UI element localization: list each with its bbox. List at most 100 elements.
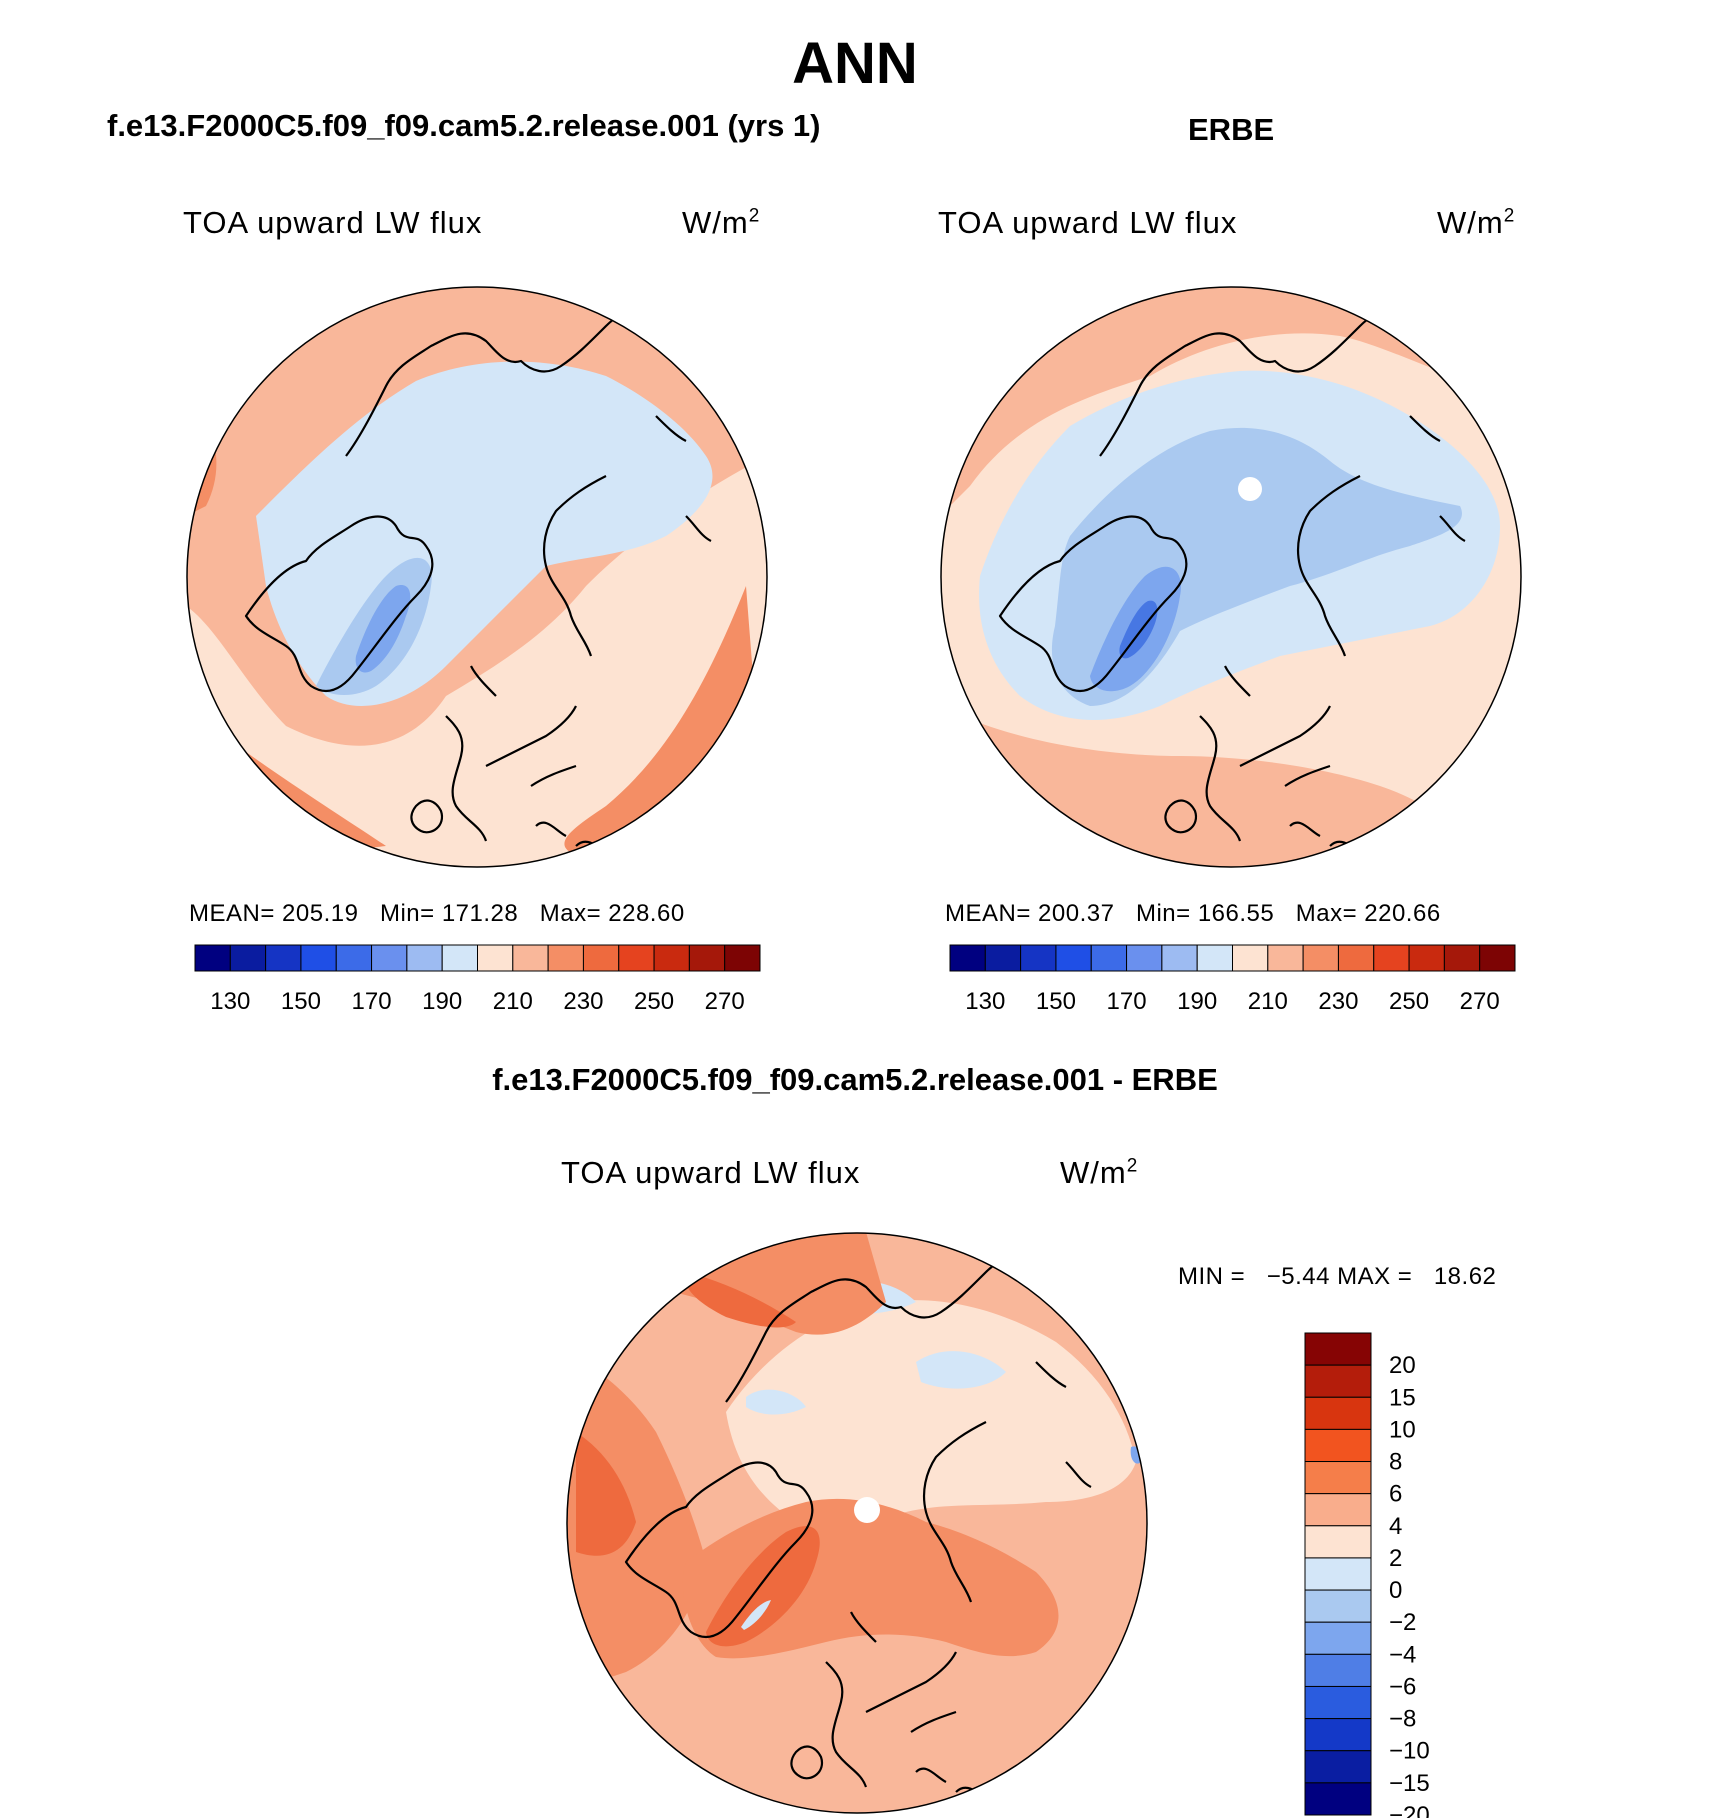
colorbar-1-tick-label: 250 bbox=[634, 988, 674, 1015]
panel-2-units: W/m2 bbox=[1437, 205, 1516, 240]
colorbar-1-swatch bbox=[335, 944, 373, 972]
panel-3-minmax: MIN = −5.44 MAX = 18.62 bbox=[1178, 1263, 1497, 1290]
colorbar-3-tick-label: −15 bbox=[1389, 1770, 1430, 1797]
colorbar-1-tick-label: 210 bbox=[493, 988, 533, 1015]
colorbar-2-swatch bbox=[984, 944, 1022, 972]
colorbar-3-tick-label: −2 bbox=[1389, 1609, 1416, 1636]
map-3-orange-red-west bbox=[576, 1432, 636, 1556]
map-3-boundary bbox=[566, 1232, 1148, 1814]
colorbar-3-swatch bbox=[1304, 1589, 1372, 1623]
colorbar-2-tick-label: 150 bbox=[1036, 988, 1076, 1015]
colorbar-3-swatch bbox=[1304, 1653, 1372, 1687]
colorbar-2-swatch bbox=[1090, 944, 1128, 972]
colorbar-3-swatch bbox=[1304, 1493, 1372, 1527]
colorbar-3-swatch bbox=[1304, 1750, 1372, 1784]
colorbar-2-swatch bbox=[1337, 944, 1375, 972]
panel-3-variable: TOA upward LW flux bbox=[561, 1155, 861, 1190]
colorbar-2-swatch bbox=[1161, 944, 1198, 972]
colorbar-1-swatch bbox=[547, 944, 584, 972]
colorbar-3-swatch bbox=[1304, 1396, 1372, 1430]
colorbar-1-swatch bbox=[688, 944, 726, 972]
colorbar-2-tick-label: 170 bbox=[1107, 988, 1147, 1015]
map-1-model bbox=[186, 286, 768, 868]
colorbar-3-swatch bbox=[1304, 1364, 1372, 1398]
colorbar-2-swatch bbox=[1055, 944, 1092, 972]
map-3-light-blue-streak bbox=[741, 1600, 771, 1630]
colorbar-2-swatch bbox=[1196, 944, 1233, 972]
colorbar-2-swatch bbox=[1020, 944, 1057, 972]
colorbar-3-swatch bbox=[1304, 1782, 1372, 1816]
map-1-boundary bbox=[186, 286, 768, 868]
colorbar-3-swatch bbox=[1304, 1525, 1372, 1559]
colorbar-3-tick-label: −6 bbox=[1389, 1673, 1416, 1700]
colorbar-2-swatch bbox=[1232, 944, 1269, 972]
colorbar-2-tick-label: 210 bbox=[1248, 988, 1288, 1015]
panel-2-variable: TOA upward LW flux bbox=[938, 205, 1238, 240]
colorbar-3-swatch bbox=[1304, 1428, 1372, 1463]
colorbar-2-swatch bbox=[1443, 944, 1481, 972]
colorbar-1-tick-label: 190 bbox=[422, 988, 462, 1015]
colorbar-3-swatch bbox=[1304, 1685, 1372, 1720]
colorbar-1-tick-label: 130 bbox=[210, 988, 250, 1015]
colorbar-1-swatch bbox=[194, 944, 231, 972]
colorbar-1-tick-label: 170 bbox=[352, 988, 392, 1015]
colorbar-1-tick-label: 150 bbox=[281, 988, 321, 1015]
colorbar-3-tick-label: 0 bbox=[1389, 1577, 1402, 1604]
panel-3-units: W/m2 bbox=[1060, 1155, 1139, 1190]
colorbar-2-swatch bbox=[1267, 944, 1304, 972]
map-2-boundary bbox=[940, 286, 1522, 868]
colorbar-2-swatch bbox=[949, 944, 986, 972]
colorbar-3-swatch bbox=[1304, 1718, 1372, 1752]
panel-1-stats: MEAN= 205.19 Min= 171.28 Max= 228.60 bbox=[189, 900, 685, 927]
colorbar-1-swatch bbox=[477, 944, 514, 972]
map-1-greenland-core bbox=[355, 585, 411, 673]
map-2-greenland-core bbox=[1119, 600, 1158, 659]
colorbar-panel-1: 130 150 170 190 210 230 250 270 bbox=[194, 944, 761, 1015]
colorbar-3-swatch bbox=[1304, 1461, 1372, 1495]
panel-2-title: ERBE bbox=[1188, 112, 1275, 147]
colorbar-1-tick-label: 270 bbox=[705, 988, 745, 1015]
panel-1-variable: TOA upward LW flux bbox=[183, 205, 483, 240]
colorbar-1-swatch bbox=[300, 944, 337, 972]
colorbar-3-tick-label: −8 bbox=[1389, 1706, 1416, 1733]
colorbar-1-swatch bbox=[371, 944, 408, 972]
map-3-orange-red-north bbox=[685, 1272, 796, 1328]
panel-1-title: f.e13.F2000C5.f09_f09.cam5.2.release.001… bbox=[107, 108, 821, 143]
colorbar-1-swatch bbox=[724, 944, 761, 972]
figure-title: ANN bbox=[792, 31, 918, 96]
colorbar-1-swatch bbox=[265, 944, 302, 972]
colorbar-3-swatch bbox=[1304, 1557, 1372, 1591]
colorbar-3-swatch bbox=[1304, 1621, 1372, 1655]
panel-3-title: f.e13.F2000C5.f09_f09.cam5.2.release.001… bbox=[492, 1062, 1218, 1097]
colorbar-2-swatch bbox=[1126, 944, 1163, 972]
colorbar-2-swatch bbox=[1302, 944, 1339, 972]
map-1-coastlines bbox=[244, 305, 712, 852]
colorbar-3-tick-label: 20 bbox=[1389, 1352, 1416, 1379]
colorbar-1-swatch bbox=[512, 944, 549, 972]
map-3-light-blue-patch-3 bbox=[746, 1389, 806, 1415]
colorbar-1-tick-label: 230 bbox=[563, 988, 603, 1015]
map-3-light-blue-patch-2 bbox=[916, 1351, 1006, 1389]
colorbar-2-tick-label: 270 bbox=[1460, 988, 1500, 1015]
colorbar-3-tick-label: 8 bbox=[1389, 1449, 1402, 1476]
colorbar-2-swatch bbox=[1373, 944, 1410, 972]
map-3-pole-hole bbox=[854, 1497, 880, 1523]
panel-1-units: W/m2 bbox=[682, 205, 761, 240]
colorbar-3-tick-label: 10 bbox=[1389, 1416, 1416, 1443]
colorbar-3-tick-label: −20 bbox=[1389, 1802, 1430, 1818]
colorbar-1-swatch bbox=[229, 944, 267, 972]
colorbar-3-tick-label: 15 bbox=[1389, 1384, 1416, 1411]
colorbar-panel-2: 130 150 170 190 210 230 250 270 bbox=[949, 944, 1516, 1015]
colorbar-1-swatch bbox=[582, 944, 620, 972]
colorbar-2-tick-label: 190 bbox=[1177, 988, 1217, 1015]
map-3-orange-red-greenland bbox=[706, 1526, 820, 1647]
colorbar-1-swatch bbox=[618, 944, 655, 972]
colorbar-2-tick-label: 230 bbox=[1318, 988, 1358, 1015]
colorbar-1-swatch bbox=[441, 944, 478, 972]
panel-2-stats: MEAN= 200.37 Min= 166.55 Max= 220.66 bbox=[945, 900, 1441, 927]
map-2-coastlines bbox=[998, 305, 1466, 852]
colorbar-2-swatch bbox=[1408, 944, 1445, 972]
colorbar-2-tick-label: 130 bbox=[965, 988, 1005, 1015]
colorbar-3-tick-label: −4 bbox=[1389, 1641, 1416, 1668]
